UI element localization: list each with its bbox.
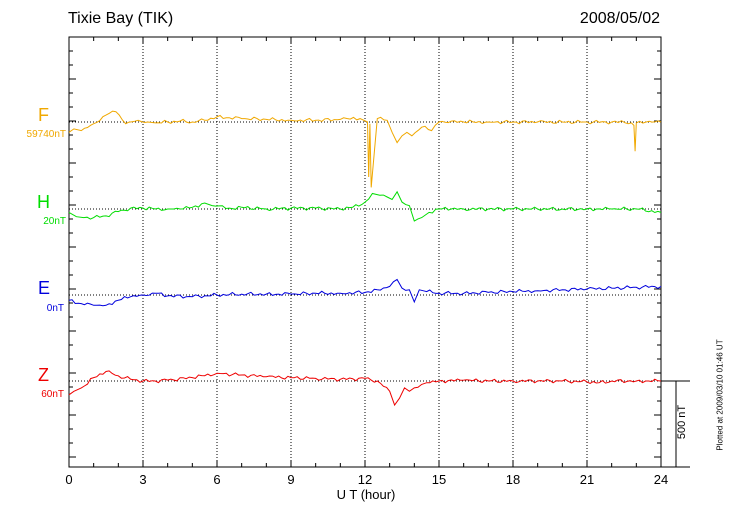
channel-baseline-h: 20nT — [43, 216, 66, 227]
x-tick-label: 0 — [65, 472, 73, 487]
trace-e — [68, 278, 662, 307]
x-tick-label: 12 — [357, 472, 373, 487]
trace-f — [68, 110, 662, 188]
grid-lines — [142, 37, 588, 467]
x-tick-label: 24 — [653, 472, 669, 487]
trace-h — [68, 190, 662, 222]
plotted-timestamp: Plotted at 2009/03/10 01:46 UT — [715, 339, 725, 451]
channel-baseline-f: 59740nT — [26, 129, 66, 140]
traces — [68, 110, 662, 407]
channel-label-f: F — [38, 105, 49, 125]
scale-bar — [661, 380, 690, 468]
x-tick-label: 18 — [505, 472, 521, 487]
station-title: Tixie Bay (TIK) — [68, 10, 174, 27]
channel-label-z: Z — [38, 365, 49, 385]
x-tick-label: 6 — [213, 472, 221, 487]
x-tick-label: 9 — [287, 472, 295, 487]
x-axis-label: U T (hour) — [336, 487, 396, 502]
scale-bar-label: 500 nT — [676, 404, 688, 440]
channel-label-h: H — [37, 192, 50, 212]
date-title: 2008/05/02 — [579, 10, 660, 27]
x-tick-label: 3 — [139, 472, 147, 487]
channel-baseline-z: 60nT — [41, 389, 64, 400]
channel-baseline-e: 0nT — [46, 303, 64, 314]
x-tick-label: 15 — [431, 472, 447, 487]
plot-frame — [68, 36, 662, 468]
trace-z — [68, 370, 662, 407]
x-tick-label: 21 — [579, 472, 595, 487]
axis-ticks — [68, 37, 662, 467]
channel-label-e: E — [38, 278, 51, 298]
